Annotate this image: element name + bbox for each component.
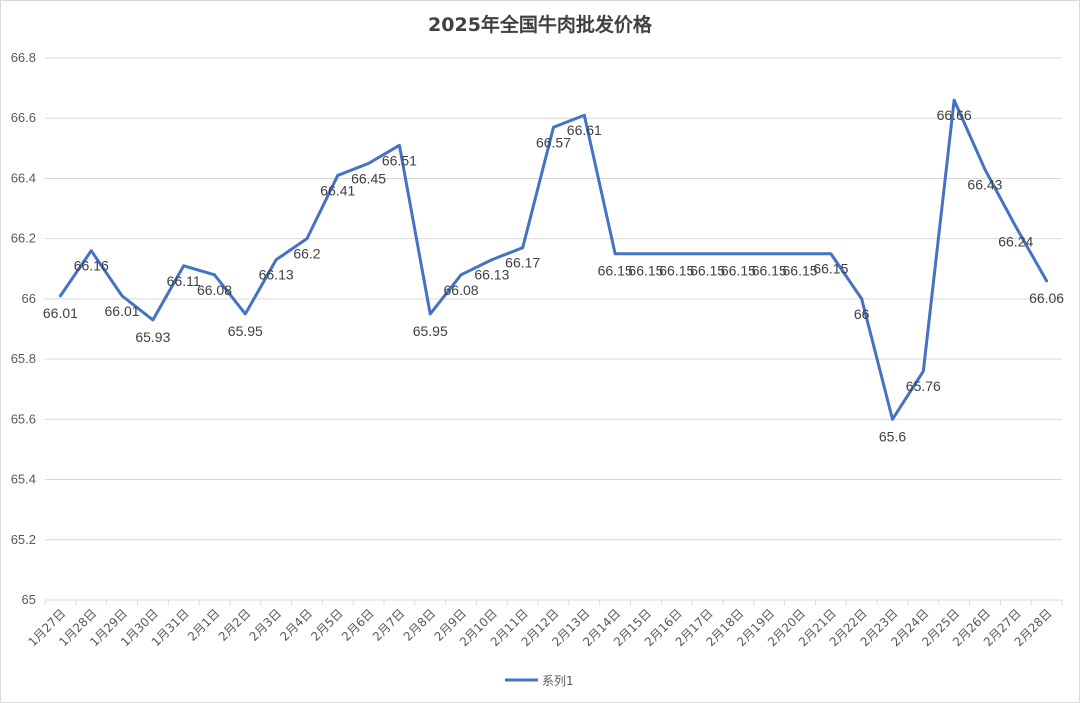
legend: 系列1 (505, 674, 574, 688)
data-label: 66.06 (1029, 290, 1064, 306)
data-label: 66.15 (721, 263, 756, 279)
data-label: 66.15 (598, 263, 633, 279)
y-tick-label: 66 (22, 291, 36, 306)
data-label: 66.57 (536, 134, 571, 150)
data-label: 66.17 (505, 255, 540, 271)
data-label: 66.15 (659, 263, 694, 279)
chart-title: 2025年全国牛肉批发价格 (428, 14, 652, 36)
data-label: 65.76 (906, 378, 941, 394)
data-label: 66.01 (105, 303, 140, 319)
x-tick-label: 2月1日 (185, 606, 223, 644)
data-label: 66.15 (813, 261, 848, 277)
y-axis: 66.8 66.6 66.4 66.2 66 65.8 65.6 65.4 65.2 65 (11, 50, 36, 607)
data-label: 65.93 (135, 329, 170, 345)
data-label: 66.01 (43, 305, 78, 321)
y-tick-label: 65.2 (11, 532, 36, 547)
data-label: 66.43 (967, 176, 1002, 192)
y-tick-label: 65.6 (11, 411, 36, 426)
x-tick-label: 2月4日 (277, 606, 315, 644)
x-tick-label: 2月8日 (401, 606, 439, 644)
y-tick-label: 65.8 (11, 351, 36, 366)
data-label: 66.13 (474, 267, 509, 283)
data-label: 66.51 (382, 152, 417, 168)
data-label: 66.08 (444, 282, 479, 298)
data-label: 66.15 (752, 263, 787, 279)
data-label: 66.11 (167, 273, 201, 289)
y-tick-label: 66.2 (11, 231, 36, 246)
x-tick-label: 2月6日 (339, 606, 377, 644)
x-tick-label: 2月7日 (370, 606, 408, 644)
data-label: 66.2 (293, 246, 320, 262)
data-label: 66.13 (259, 267, 294, 283)
y-tick-label: 66.6 (11, 110, 36, 125)
legend-label: 系列1 (542, 674, 574, 688)
x-axis: 1月27日1月28日1月29日1月30日1月31日2月1日2月2日2月3日2月4… (25, 599, 1063, 649)
data-label: 65.6 (879, 428, 906, 444)
data-label: 65.95 (413, 323, 448, 339)
data-label: 66.41 (320, 182, 355, 198)
data-label: 66 (854, 306, 870, 322)
y-tick-label: 65.4 (11, 472, 36, 487)
y-tick-label: 65 (22, 592, 36, 607)
data-label: 65.95 (228, 323, 263, 339)
data-label: 66.61 (567, 122, 602, 138)
x-tick-label: 2月2日 (216, 606, 254, 644)
y-tick-label: 66.8 (11, 50, 36, 65)
data-label: 66.24 (998, 234, 1033, 250)
data-label: 66.08 (197, 282, 232, 298)
data-label: 66.15 (690, 263, 725, 279)
y-tick-label: 66.4 (11, 170, 36, 185)
data-label: 66.15 (628, 263, 663, 279)
data-label: 66.45 (351, 170, 386, 186)
x-tick-label: 2月5日 (308, 606, 346, 644)
data-label: 66.16 (74, 258, 109, 274)
x-tick-label: 2月3日 (247, 606, 285, 644)
data-label: 66.15 (783, 263, 818, 279)
data-label: 66.66 (937, 107, 972, 123)
data-labels: 66.0166.1666.0165.9366.1166.0865.9566.13… (43, 100, 1064, 444)
